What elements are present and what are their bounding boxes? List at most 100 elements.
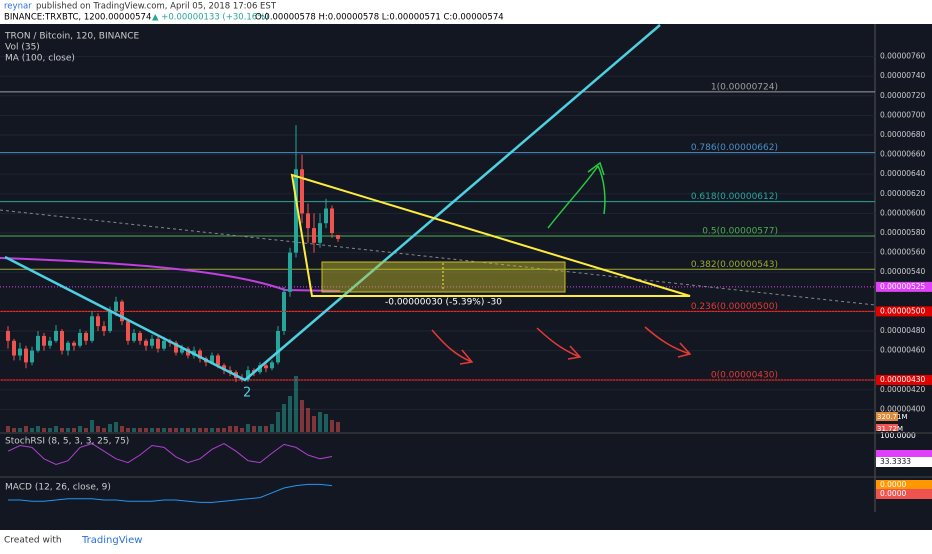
candle-body <box>300 169 304 214</box>
legend-title: TRON / Bitcoin, 120, BINANCE <box>4 32 140 42</box>
price-tag-label: 0.00000525 <box>880 282 926 291</box>
volume-bar <box>294 376 298 432</box>
volume-bar <box>174 428 178 432</box>
volume-bar <box>186 428 190 432</box>
volume-bar <box>132 428 136 432</box>
candle-body <box>78 332 82 346</box>
symbol: BINANCE:TRXBTC, 120 <box>4 13 100 23</box>
volume-bar <box>192 428 196 432</box>
volume-bar <box>318 412 322 432</box>
volume-bar <box>42 428 46 432</box>
price-tick: 0.00000400 <box>880 404 926 413</box>
last-price: 0.00000574 <box>100 13 151 23</box>
volume-bar <box>180 428 184 432</box>
volume-bar <box>24 426 28 432</box>
volume-bar <box>126 428 130 432</box>
volume-bar <box>216 428 220 432</box>
stoch-label: 100.0000 <box>880 431 916 440</box>
price-tag <box>876 375 932 385</box>
candle-body <box>294 169 298 253</box>
volume-bar <box>282 404 286 432</box>
volume-bar <box>120 426 124 432</box>
price-tick: 0.00000480 <box>880 326 926 335</box>
volume-bar <box>228 426 232 432</box>
price-tick: 0.00000720 <box>880 91 926 100</box>
macd-tag <box>876 489 932 499</box>
up-arrow <box>547 161 606 229</box>
volume-label: 31.72M <box>877 425 903 433</box>
volume-bar <box>36 426 40 432</box>
price-tick: 0.00000540 <box>880 267 926 276</box>
publisher[interactable]: reynar <box>4 2 32 12</box>
candle-body <box>132 332 136 341</box>
volume-bar <box>204 428 208 432</box>
wave-label: 2 <box>243 386 251 401</box>
price-tick: 0.00000640 <box>880 169 926 178</box>
fib-label: 0.618(0.00000612) <box>691 192 778 202</box>
candle-body <box>18 348 22 356</box>
candle-body <box>48 340 52 346</box>
volume-tag <box>876 412 898 421</box>
trend-dashed <box>0 209 876 306</box>
candle-body <box>288 252 292 292</box>
volume-bar <box>270 424 274 432</box>
volume-bar <box>60 428 64 432</box>
volume-bar <box>150 428 154 432</box>
price-tick: 0.00000600 <box>880 208 926 217</box>
volume-bar <box>66 428 70 432</box>
volume-bar <box>72 428 76 432</box>
volume-label: 320.71M <box>877 413 908 421</box>
volume-bar <box>240 428 244 432</box>
candle-body <box>282 291 286 331</box>
candle-body <box>84 332 88 341</box>
stoch-tag <box>876 450 932 460</box>
volume-bar <box>288 396 292 432</box>
macd-label: 0.0000 <box>880 480 906 489</box>
candle-body <box>126 321 130 341</box>
candle-body <box>306 213 310 229</box>
candle-body <box>108 311 112 331</box>
volume-bar <box>162 428 166 432</box>
candle-body <box>210 355 214 363</box>
candle-body <box>6 331 10 341</box>
volume-bar <box>12 428 16 432</box>
macd-label: 0.0000 <box>880 489 906 498</box>
candle-body <box>264 365 268 369</box>
price-tag <box>876 281 932 292</box>
price-tick: 0.00000580 <box>880 228 926 237</box>
volume-bar <box>210 428 214 432</box>
triangle <box>290 173 691 297</box>
price-tag-label: 0.00000500 <box>880 306 926 315</box>
candle-body <box>42 335 46 346</box>
change: ▲ +0.00000133 (+30.16%) <box>152 13 269 23</box>
candle-body <box>222 365 226 371</box>
candle-body <box>12 340 16 356</box>
volume-bar <box>144 428 148 432</box>
volume-bar <box>6 426 10 432</box>
candle-body <box>24 348 28 363</box>
trend-lines <box>4 24 661 382</box>
volume-bar <box>306 408 310 432</box>
price-tag <box>876 306 932 317</box>
macd-line <box>8 483 333 503</box>
time-axis <box>0 512 932 530</box>
volume-bar <box>258 426 262 432</box>
candle-body <box>138 332 142 341</box>
price-tag-label: 0.00000430 <box>880 375 926 384</box>
footer-brand[interactable]: TradingView <box>81 535 142 546</box>
volume-bar <box>276 412 280 432</box>
volume-bar <box>300 400 304 432</box>
volume-bar <box>84 428 88 432</box>
candle-body <box>54 331 58 341</box>
footer-created: Created with <box>4 536 62 546</box>
volume-bar <box>90 420 94 432</box>
volume-bar <box>96 426 100 432</box>
price-tick: 0.00000740 <box>880 71 926 80</box>
price-tick: 0.00000560 <box>880 248 926 257</box>
fib-label: 0.236(0.00000500) <box>691 302 778 312</box>
candle-body <box>36 335 40 351</box>
candle-body <box>276 331 280 363</box>
candle-body <box>60 331 64 351</box>
moving-average <box>0 257 341 292</box>
